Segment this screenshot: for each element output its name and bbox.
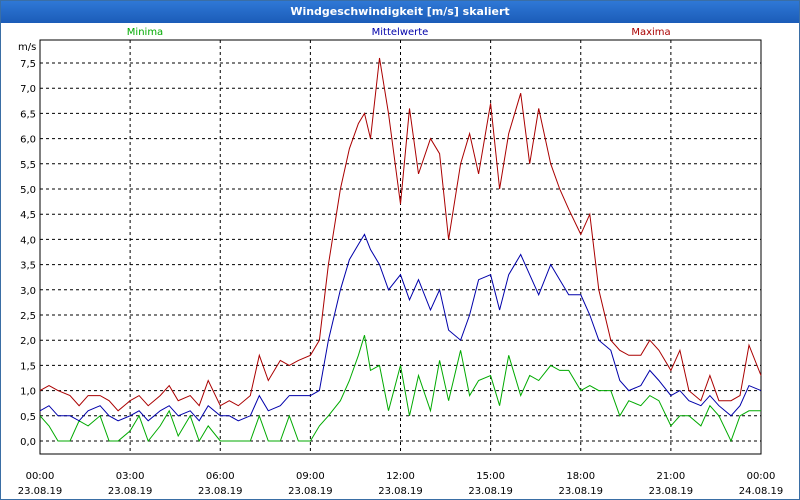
x-tick-date: 23.08.19 [18,486,63,497]
x-tick-time: 06:00 [206,471,235,482]
y-tick-label: 1,5 [20,361,36,372]
x-tick-time: 21:00 [656,471,685,482]
y-tick-label: 3,5 [20,261,36,272]
series-line-minima [39,335,761,443]
y-axis: 0,0 0,5 1,0 1,5 2,0 2,5 3,0 3,5 4,0 4,5 5,0 5,5 6,0 6… [20,59,36,448]
y-tick-label: 2,5 [20,311,36,322]
y-tick-label: 7,5 [20,59,36,70]
y-tick-label: 4,0 [20,235,36,246]
chart-title: Windgeschwindigkeit [m/s] skaliert [1,1,799,23]
x-tick-date: 23.08.19 [288,486,333,497]
y-tick-label: 6,0 [20,135,36,146]
x-tick-time: 18:00 [566,471,595,482]
x-tick-date: 23.08.19 [468,486,513,497]
series-line-maxima [39,57,762,412]
x-axis: 00:00 23.08.19 03:00 23.08.19 06:00 23.08.19 0… [18,471,784,497]
x-tick-date: 23.08.19 [108,486,153,497]
x-tick-date: 23.08.19 [198,486,243,497]
y-tick-label: 4,5 [20,210,36,221]
y-tick-label: 2,0 [20,336,36,347]
x-tick-time: 15:00 [476,471,505,482]
y-axis-label: m/s [18,42,36,53]
y-tick-label: 1,0 [20,387,36,398]
y-tick-label: 3,0 [20,286,36,297]
y-tick-label: 6,5 [20,109,36,120]
series-lines [39,57,762,443]
y-tick-label: 5,0 [20,185,36,196]
y-tick-label: 0,0 [20,437,36,448]
legend-mittelwerte: Mittelwerte [372,27,429,38]
y-tick-label: 5,5 [20,160,36,171]
x-tick-time: 00:00 [747,471,776,482]
x-tick-time: 00:00 [26,471,55,482]
y-tick-label: 7,0 [20,84,36,95]
x-tick-date: 23.08.19 [649,486,694,497]
x-tick-time: 09:00 [296,471,325,482]
x-tick-time: 12:00 [386,471,415,482]
legend-maxima: Maxima [631,27,670,38]
legend-minima: Minima [127,27,163,38]
x-tick-date: 23.08.19 [378,486,423,497]
grid-lines [40,40,761,454]
x-tick-date: 23.08.19 [558,486,603,497]
x-tick-time: 03:00 [116,471,145,482]
series-line-mittelwerte [39,233,762,422]
x-tick-date: 24.08.19 [739,486,784,497]
y-tick-label: 0,5 [20,412,36,423]
